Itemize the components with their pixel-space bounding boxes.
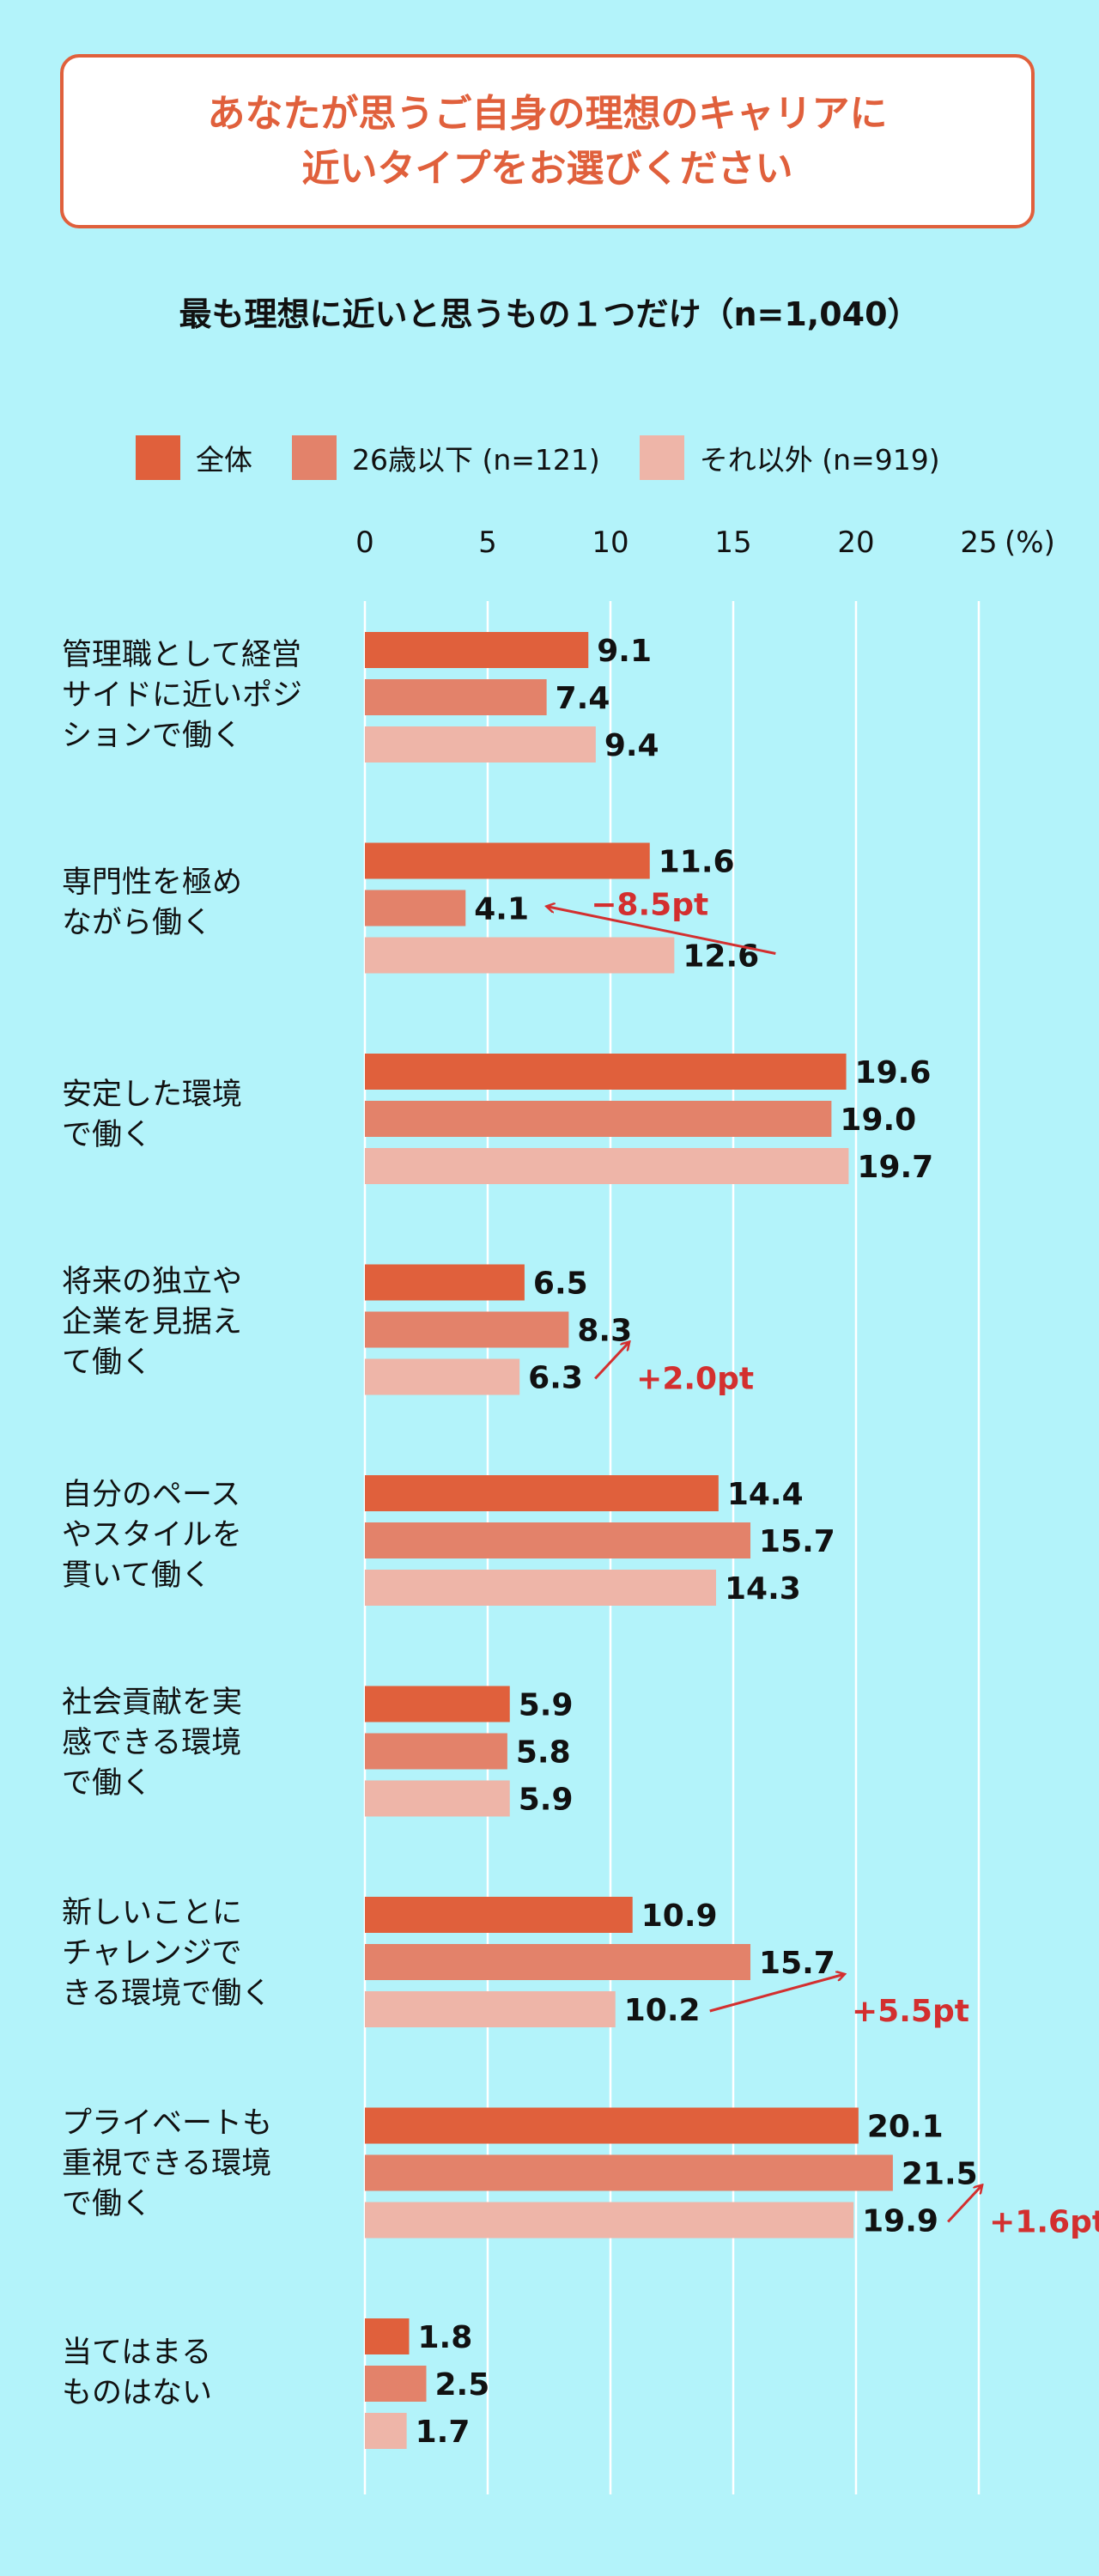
bar-value-label: 19.9 (862, 2204, 938, 2239)
chart-title: あなたが思うご自身の理想のキャリアに 近いタイプをお選びください (207, 91, 888, 191)
x-tick-label: 20 (837, 526, 874, 560)
category-label-own-pace: 自分のペース やスタイルを 貫いて働く (62, 1478, 243, 1593)
bar-value-label: 10.9 (641, 1899, 718, 1934)
bar-value-label: 20.1 (867, 2110, 944, 2145)
bar (365, 1054, 847, 1090)
x-unit-label: (%) (1005, 526, 1055, 560)
bar-value-label: 19.7 (857, 1150, 933, 1185)
annotation-arrow (947, 2185, 982, 2223)
bar-value-label: 1.7 (416, 2415, 471, 2450)
bar-value-label: 15.7 (759, 1946, 835, 1981)
annotation-arrow (546, 907, 776, 955)
category-label-private-life: プライベートも 重視できる環境 で働く (62, 2106, 273, 2221)
legend-swatch-under26 (292, 435, 337, 480)
legend-label-under26: 26歳以下 (n=121) (352, 443, 600, 477)
bar-value-label: 4.1 (474, 892, 529, 927)
category-label-stable: 安定した環境 で働く (62, 1078, 243, 1152)
legend-item-under26: 26歳以下 (n=121) (292, 435, 600, 480)
annotation-label: −8.5pt (591, 888, 708, 923)
bar (365, 1897, 633, 1933)
bar-value-label: 5.9 (519, 1783, 574, 1818)
annotation-label: +5.5pt (852, 1994, 969, 2029)
legend-label-others: それ以外 (n=919) (699, 443, 940, 477)
bar (365, 1101, 832, 1137)
bar (365, 842, 650, 879)
legend-swatch-all (136, 435, 180, 480)
bar-value-label: 11.6 (659, 845, 735, 880)
bar-value-label: 12.6 (683, 939, 759, 975)
bar-value-label: 5.8 (516, 1735, 571, 1771)
bar (365, 1944, 751, 1980)
bar-value-label: 9.4 (604, 728, 659, 763)
legend-item-all: 全体 (136, 435, 252, 480)
bar-value-label: 14.4 (727, 1477, 804, 1512)
bar (365, 2154, 893, 2191)
bar-value-label: 9.1 (597, 634, 652, 669)
category-label-none: 当てはまる ものはない (62, 2336, 213, 2410)
bar (365, 1991, 616, 2027)
bar (365, 726, 596, 762)
bar (365, 890, 466, 927)
bar (365, 937, 675, 974)
legend-label-all: 全体 (196, 443, 252, 477)
bar-value-label: 8.3 (577, 1314, 632, 1349)
bar (365, 1475, 719, 1511)
bar-value-label: 6.5 (533, 1267, 588, 1302)
x-tick-label: 0 (355, 526, 374, 560)
bar-value-label: 19.6 (855, 1055, 932, 1091)
legend-item-others: それ以外 (n=919) (639, 435, 940, 480)
bar-value-label: 21.5 (902, 2157, 978, 2192)
bar (365, 2318, 410, 2354)
title-box: あなたが思うご自身の理想のキャリアに 近いタイプをお選びください (60, 54, 1035, 228)
bar (365, 2107, 859, 2144)
x-tick-label: 25 (960, 526, 997, 560)
bar (365, 1780, 510, 1817)
bar (365, 2413, 407, 2449)
category-label-manager: 管理職として経営 サイドに近いポジ ションで働く (62, 638, 303, 753)
legend: 全体 26歳以下 (n=121) それ以外 (n=919) (136, 434, 980, 482)
bar (365, 1264, 525, 1301)
x-tick-label: 15 (714, 526, 751, 560)
bar (365, 2202, 854, 2239)
x-tick-label: 5 (478, 526, 497, 560)
bar (365, 1686, 510, 1722)
category-label-challenge: 新しいことに チャレンジで きる環境で働く (62, 1896, 272, 2011)
bar-value-label: 10.2 (624, 1993, 701, 2028)
category-label-expertise: 専門性を極め ながら働く (62, 866, 243, 940)
x-tick-label: 10 (592, 526, 628, 560)
bar (365, 1311, 569, 1348)
bar (365, 1570, 716, 1606)
bar-value-label: 7.4 (556, 681, 610, 716)
bar-value-label: 6.3 (528, 1361, 583, 1396)
bar-value-label: 2.5 (435, 2367, 490, 2403)
annotation-label: +2.0pt (636, 1362, 754, 1397)
legend-swatch-others (639, 435, 684, 480)
bar (365, 1358, 520, 1395)
annotation-arrow (709, 1974, 845, 2013)
bar-value-label: 19.0 (840, 1103, 916, 1138)
bar (365, 679, 547, 715)
bar (365, 2366, 427, 2402)
bar (365, 1148, 849, 1184)
annotation-label: +1.6pt (989, 2205, 1099, 2240)
bar-value-label: 5.9 (519, 1688, 574, 1723)
bar (365, 632, 589, 668)
bar (365, 1733, 507, 1770)
bar-value-label: 1.8 (417, 2320, 472, 2355)
bar-value-label: 14.3 (725, 1571, 801, 1607)
bar (365, 1522, 751, 1558)
bar-value-label: 15.7 (759, 1524, 835, 1559)
category-label-social-contribution: 社会貢献を実 感できる環境 で働く (62, 1686, 243, 1801)
category-label-independence: 将来の独立や 企業を見据え て働く (62, 1265, 243, 1380)
chart-subtitle: 最も理想に近いと思うもの１つだけ（n=1,040） (179, 295, 920, 333)
annotation-arrow (594, 1342, 629, 1380)
